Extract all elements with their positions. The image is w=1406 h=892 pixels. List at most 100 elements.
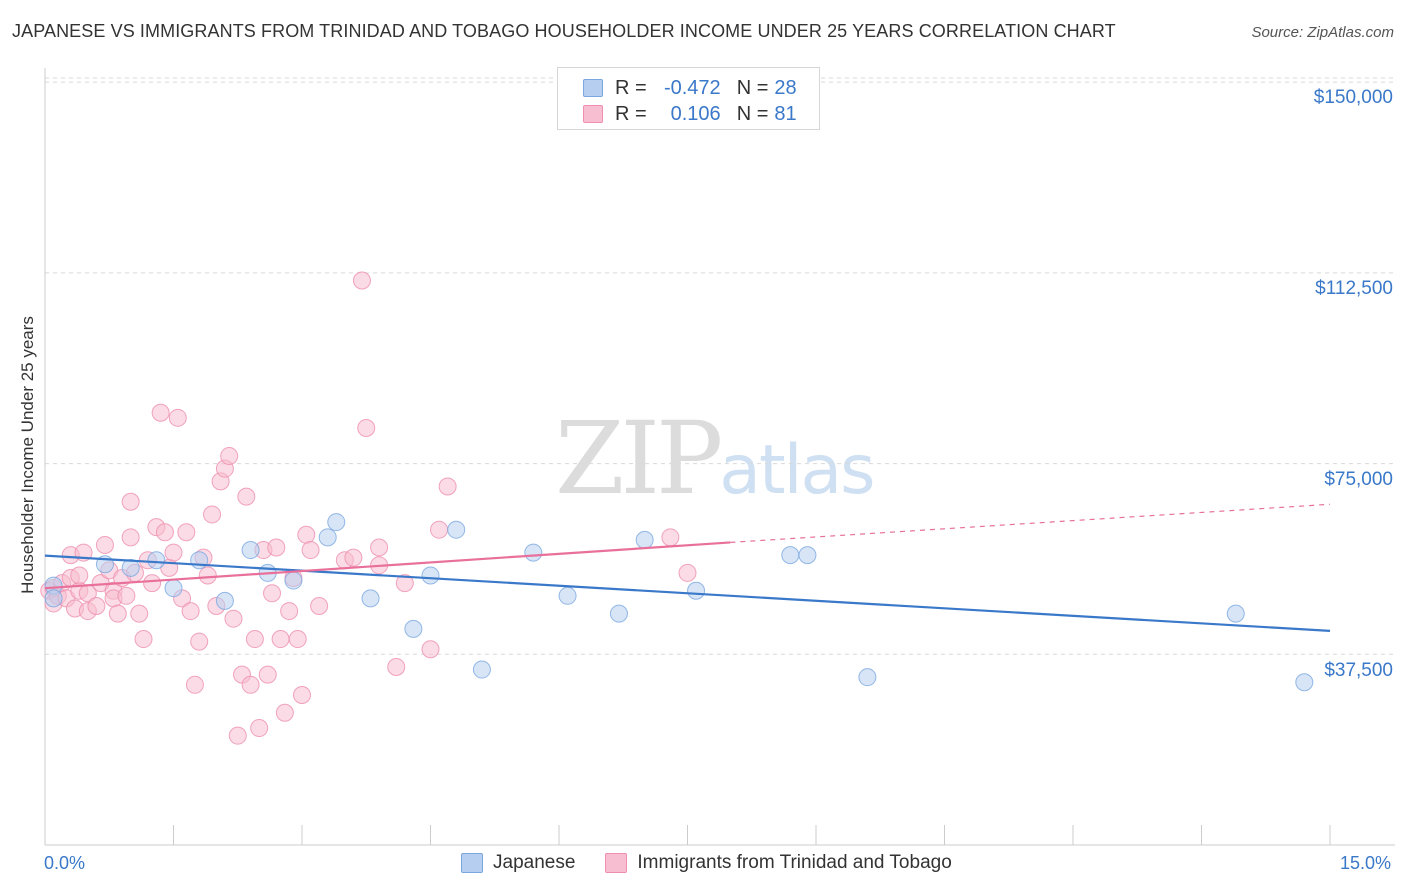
y-tick-label-112500: $112,500	[1315, 278, 1393, 299]
source-label: Source: ZipAtlas.com	[1251, 24, 1394, 41]
legend-row-japanese: R = -0.472 N = 28	[583, 76, 797, 100]
data-point-trinidad	[430, 520, 449, 539]
data-point-trinidad	[155, 523, 174, 542]
data-point-trinidad	[250, 719, 269, 738]
trend-line-trinidad-extension	[730, 503, 1331, 544]
y-tick-label-150000: $150,000	[1313, 87, 1393, 108]
data-point-trinidad	[143, 574, 162, 593]
data-point-trinidad	[245, 630, 264, 649]
data-point-trinidad	[352, 271, 371, 290]
watermark-zip: ZIP	[555, 400, 723, 517]
data-point-trinidad	[301, 541, 320, 560]
legend-row-trinidad: R = 0.106 N = 81	[583, 102, 797, 126]
n-label: N =	[736, 76, 769, 99]
legend-swatch-trinidad	[605, 853, 628, 873]
x-tick-label-max: 15.0%	[1340, 853, 1392, 873]
data-point-japanese	[609, 604, 628, 623]
data-point-japanese	[404, 619, 423, 638]
data-point-trinidad	[258, 665, 277, 684]
data-point-japanese	[284, 571, 303, 590]
data-point-trinidad	[395, 574, 414, 593]
data-point-trinidad	[151, 403, 170, 422]
data-point-japanese	[472, 660, 491, 679]
data-point-japanese	[558, 586, 577, 605]
data-point-japanese	[524, 543, 543, 562]
data-point-japanese	[361, 589, 380, 608]
data-point-trinidad	[241, 675, 260, 694]
data-point-trinidad	[121, 528, 140, 547]
correlation-legend: R = -0.472 N = 28 R = 0.106 N = 81	[557, 67, 820, 130]
data-point-trinidad	[164, 543, 183, 562]
data-point-trinidad	[438, 477, 457, 496]
data-point-trinidad	[177, 523, 196, 542]
r-value: 0.106	[670, 102, 721, 125]
data-point-japanese	[241, 541, 260, 560]
r-label: R =	[615, 102, 647, 125]
data-point-trinidad	[220, 446, 239, 465]
r-label: R =	[615, 76, 647, 99]
data-point-trinidad	[357, 418, 376, 437]
data-point-trinidad	[267, 538, 286, 557]
data-point-japanese	[44, 589, 63, 608]
data-point-japanese	[327, 513, 346, 532]
data-point-trinidad	[228, 726, 247, 745]
data-point-trinidad	[121, 492, 140, 511]
data-point-japanese	[1295, 673, 1314, 692]
data-point-trinidad	[185, 675, 204, 694]
data-point-trinidad	[275, 703, 294, 722]
trend-line-trinidad	[44, 541, 731, 590]
data-point-trinidad	[87, 596, 106, 615]
data-point-trinidad	[224, 609, 243, 628]
data-point-japanese	[798, 546, 817, 565]
data-point-japanese	[635, 530, 654, 549]
r-value: -0.472	[663, 76, 721, 99]
data-point-trinidad	[237, 487, 256, 506]
legend-label-trinidad: Immigrants from Trinidad and Tobago	[637, 852, 952, 873]
data-point-trinidad	[95, 535, 114, 554]
data-point-japanese	[858, 668, 877, 687]
data-point-trinidad	[130, 604, 149, 623]
legend-item-trinidad: Immigrants from Trinidad and Tobago	[605, 852, 952, 874]
y-tick-label-75000: $75,000	[1324, 469, 1393, 490]
data-point-japanese	[421, 566, 440, 585]
data-point-trinidad	[134, 630, 153, 649]
data-point-japanese	[147, 551, 166, 570]
data-point-trinidad	[271, 630, 290, 649]
y-axis-label: Householder Income Under 25 years	[18, 316, 37, 594]
y-tick-label-37500: $37,500	[1324, 660, 1393, 681]
data-point-trinidad	[344, 548, 363, 567]
data-point-trinidad	[310, 596, 329, 615]
watermark-atlas: atlas	[719, 431, 875, 510]
data-point-trinidad	[387, 658, 406, 677]
data-point-trinidad	[293, 685, 311, 704]
data-point-trinidad	[263, 584, 282, 603]
data-point-japanese	[318, 528, 337, 547]
data-point-trinidad	[297, 525, 316, 544]
data-point-trinidad	[198, 566, 217, 585]
legend-swatch-trinidad	[583, 105, 603, 123]
data-point-japanese	[1226, 604, 1245, 623]
data-point-trinidad	[421, 640, 440, 659]
data-point-trinidad	[181, 602, 200, 621]
data-point-japanese	[164, 579, 183, 598]
trend-line-japanese	[44, 554, 1331, 632]
data-point-japanese	[190, 551, 209, 570]
data-point-trinidad	[678, 563, 697, 582]
chart-title: JAPANESE VS IMMIGRANTS FROM TRINIDAD AND…	[12, 21, 1116, 41]
data-point-japanese	[687, 581, 706, 600]
n-label: N =	[736, 102, 769, 125]
legend-swatch-japanese	[461, 853, 483, 873]
data-point-trinidad	[108, 604, 127, 623]
legend-label-japanese: Japanese	[493, 852, 576, 873]
x-tick-label-min: 0.0%	[44, 853, 86, 873]
series-legend: Japanese Immigrants from Trinidad and To…	[461, 852, 982, 874]
data-point-trinidad	[661, 528, 680, 547]
data-point-japanese	[215, 591, 234, 610]
data-point-trinidad	[190, 632, 209, 651]
data-point-trinidad	[288, 630, 307, 649]
legend-swatch-japanese	[583, 79, 603, 97]
data-point-trinidad	[168, 408, 187, 427]
legend-item-japanese: Japanese	[461, 852, 575, 874]
data-point-japanese	[781, 546, 800, 565]
